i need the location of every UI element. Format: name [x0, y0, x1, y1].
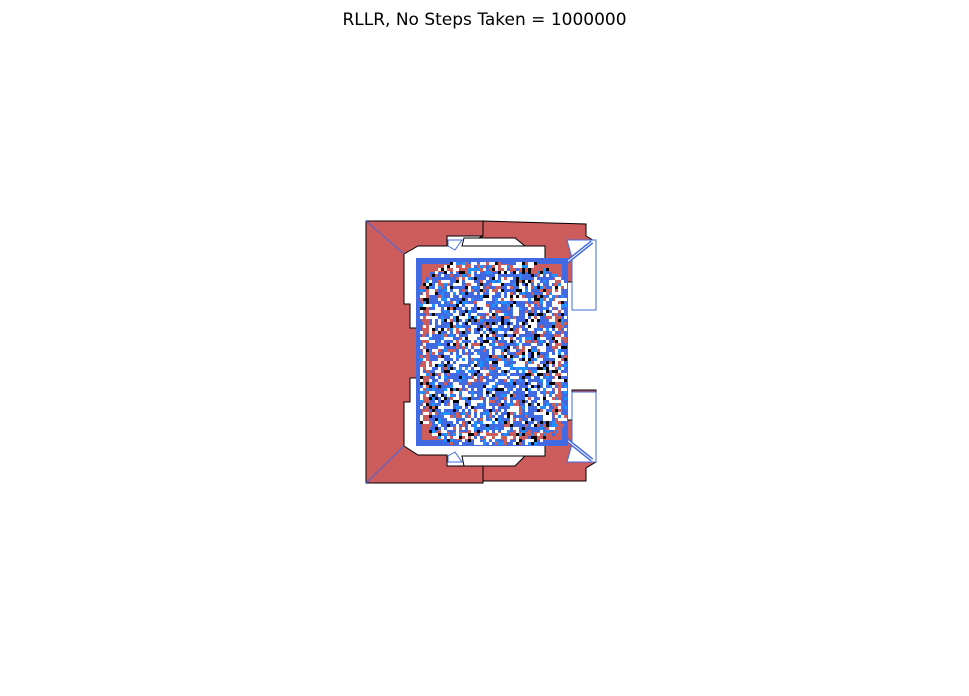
figure-title: RLLR, No Steps Taken = 1000000: [342, 10, 627, 30]
core-texture: [420, 262, 567, 445]
